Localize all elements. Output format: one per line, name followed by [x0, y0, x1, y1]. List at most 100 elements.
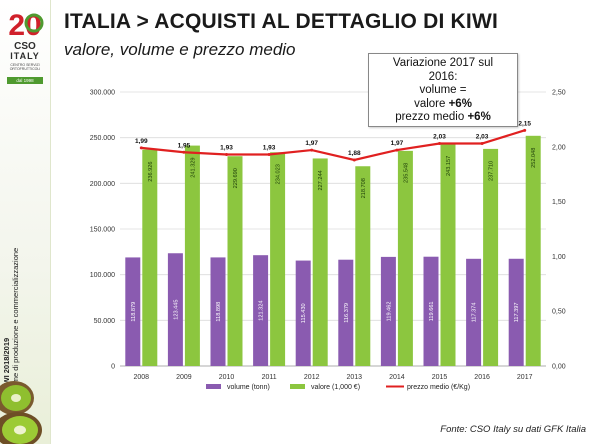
volume-data-label: 115.430: [301, 303, 307, 323]
prezzo-data-label: 2,15: [518, 120, 531, 127]
valore-bar: [440, 143, 456, 366]
prezzo-point: [139, 146, 143, 150]
y-left-tick-label: 250.000: [90, 135, 115, 142]
note-valore-row: valore +6%: [369, 98, 517, 112]
x-tick-label: 2013: [347, 374, 363, 381]
volume-data-label: 123.445: [173, 300, 179, 320]
note-volume-value: =: [459, 84, 467, 96]
prezzo-data-label: 1,99: [135, 138, 148, 145]
prezzo-data-label: 1,97: [305, 140, 318, 147]
logo-country: ITALY: [10, 51, 40, 61]
valore-bar: [312, 158, 328, 366]
x-tick-label: 2008: [134, 374, 150, 381]
volume-bar: [466, 258, 482, 366]
prezzo-data-label: 1,97: [391, 140, 404, 147]
y-right-tick-label: 1,00: [552, 254, 566, 261]
note-line1: Variazione 2017 sul: [392, 57, 494, 69]
valore-bar: [355, 166, 371, 366]
x-tick-label: 2012: [304, 374, 320, 381]
volume-data-label: 119.462: [386, 302, 392, 322]
legend-valore-label: valore (1,000 €): [311, 384, 360, 391]
volume-data-label: 118.898: [216, 302, 222, 322]
note-valore-value: +6%: [448, 97, 472, 110]
volume-data-label: 116.379: [344, 303, 350, 323]
page-title: ITALIA > ACQUISTI AL DETTAGLIO DI KIWI: [64, 10, 498, 33]
x-tick-label: 2011: [262, 374, 277, 381]
valore-data-label: 234.023: [276, 164, 282, 184]
prezzo-point: [225, 152, 228, 156]
legend-valore-swatch: [290, 384, 305, 389]
x-tick-label: 2015: [432, 374, 448, 381]
prezzo-data-label: 1,95: [178, 142, 191, 149]
volume-data-label: 117.397: [514, 302, 520, 322]
x-tick-label: 2009: [176, 374, 192, 381]
sidebar: 20 CSO ITALY CENTRO SERVIZI ORTOFRUTTICO…: [0, 0, 51, 444]
y-left-tick-label: 50.000: [94, 318, 116, 325]
y-left-tick-label: 200.000: [90, 181, 115, 188]
sidebar-caption-line2: Stime di produzione e commercializzazion…: [11, 247, 20, 392]
volume-data-label: 121.324: [259, 300, 265, 320]
prezzo-line: [141, 129, 526, 162]
valore-data-label: 229.690: [233, 168, 239, 188]
y-right-tick-label: 2,50: [552, 90, 566, 97]
note-line2: 2016:: [428, 70, 458, 83]
legend-prezzo-label: prezzo medio (€/Kg): [407, 384, 470, 391]
logo-tagline: CENTRO SERVIZI ORTOFRUTTICOLI: [9, 63, 41, 71]
prezzo-data-label: 2,03: [476, 134, 489, 141]
prezzo-data-label: 1,88: [348, 150, 361, 157]
valore-data-label: 236.926: [148, 161, 154, 181]
y-left-tick-label: 100.000: [90, 272, 115, 279]
prezzo-data-label: 1,93: [263, 144, 276, 151]
sidebar-caption-line1: KIWI 2018/2019: [2, 337, 11, 392]
valore-data-label: 227.244: [318, 170, 324, 190]
y-left-tick-label: 150.000: [90, 227, 115, 234]
note-valore-label: valore: [414, 97, 446, 110]
note-prezzo-value: +6%: [467, 111, 491, 123]
valore-data-label: 241.329: [190, 157, 196, 177]
note-volume-row: volume =: [369, 84, 517, 98]
valore-bar: [227, 156, 243, 366]
prezzo-point: [310, 148, 314, 152]
note-volume-label: volume: [419, 84, 457, 96]
y-right-tick-label: 2,00: [552, 144, 566, 151]
x-tick-label: 2017: [517, 374, 533, 381]
valore-bar: [397, 150, 413, 366]
legend-volume-label: volume (tonn): [227, 384, 270, 391]
y-left-tick-label: 300.000: [90, 90, 115, 97]
x-tick-label: 2016: [474, 374, 490, 381]
logo-name: CSO: [14, 41, 36, 52]
y-right-tick-label: 1,50: [552, 199, 566, 206]
valore-data-label: 243.157: [446, 156, 452, 176]
volume-data-label: 119.661: [429, 301, 435, 321]
valore-bar: [270, 152, 286, 366]
prezzo-point: [523, 128, 527, 132]
volume-bar: [508, 258, 524, 366]
volume-bar: [210, 257, 226, 366]
prezzo-point: [395, 148, 399, 152]
note-prezzo-label: prezzo medio: [395, 111, 465, 123]
logo-anniversary-mark: 20: [8, 9, 44, 42]
valore-bar: [142, 149, 158, 366]
prezzo-point: [182, 150, 186, 154]
volume-bar: [295, 260, 311, 366]
x-tick-label: 2014: [389, 374, 405, 381]
volume-bar: [380, 256, 396, 366]
volume-data-label: 118.879: [131, 302, 137, 322]
prezzo-point: [267, 152, 271, 156]
volume-bar: [423, 256, 439, 366]
page-subtitle: valore, volume e prezzo medio: [64, 40, 296, 59]
source-caption: Fonte: CSO Italy su dati GFK Italia: [440, 424, 586, 435]
prezzo-point: [438, 142, 441, 146]
logo-since-badge: dal 1998: [7, 77, 43, 84]
valore-data-label: 218.708: [361, 178, 367, 198]
x-tick-label: 2010: [219, 374, 235, 381]
volume-bar: [167, 253, 183, 366]
prezzo-point: [480, 142, 484, 146]
valore-data-label: 252.048: [531, 148, 537, 168]
valore-bar: [483, 148, 499, 366]
y-left-tick-label: 0: [111, 364, 115, 371]
volume-data-label: 117.374: [472, 302, 478, 322]
valore-data-label: 237.710: [489, 161, 495, 181]
note-prezzo-row: prezzo medio +6%: [369, 111, 517, 125]
prezzo-data-label: 2,03: [433, 134, 446, 141]
